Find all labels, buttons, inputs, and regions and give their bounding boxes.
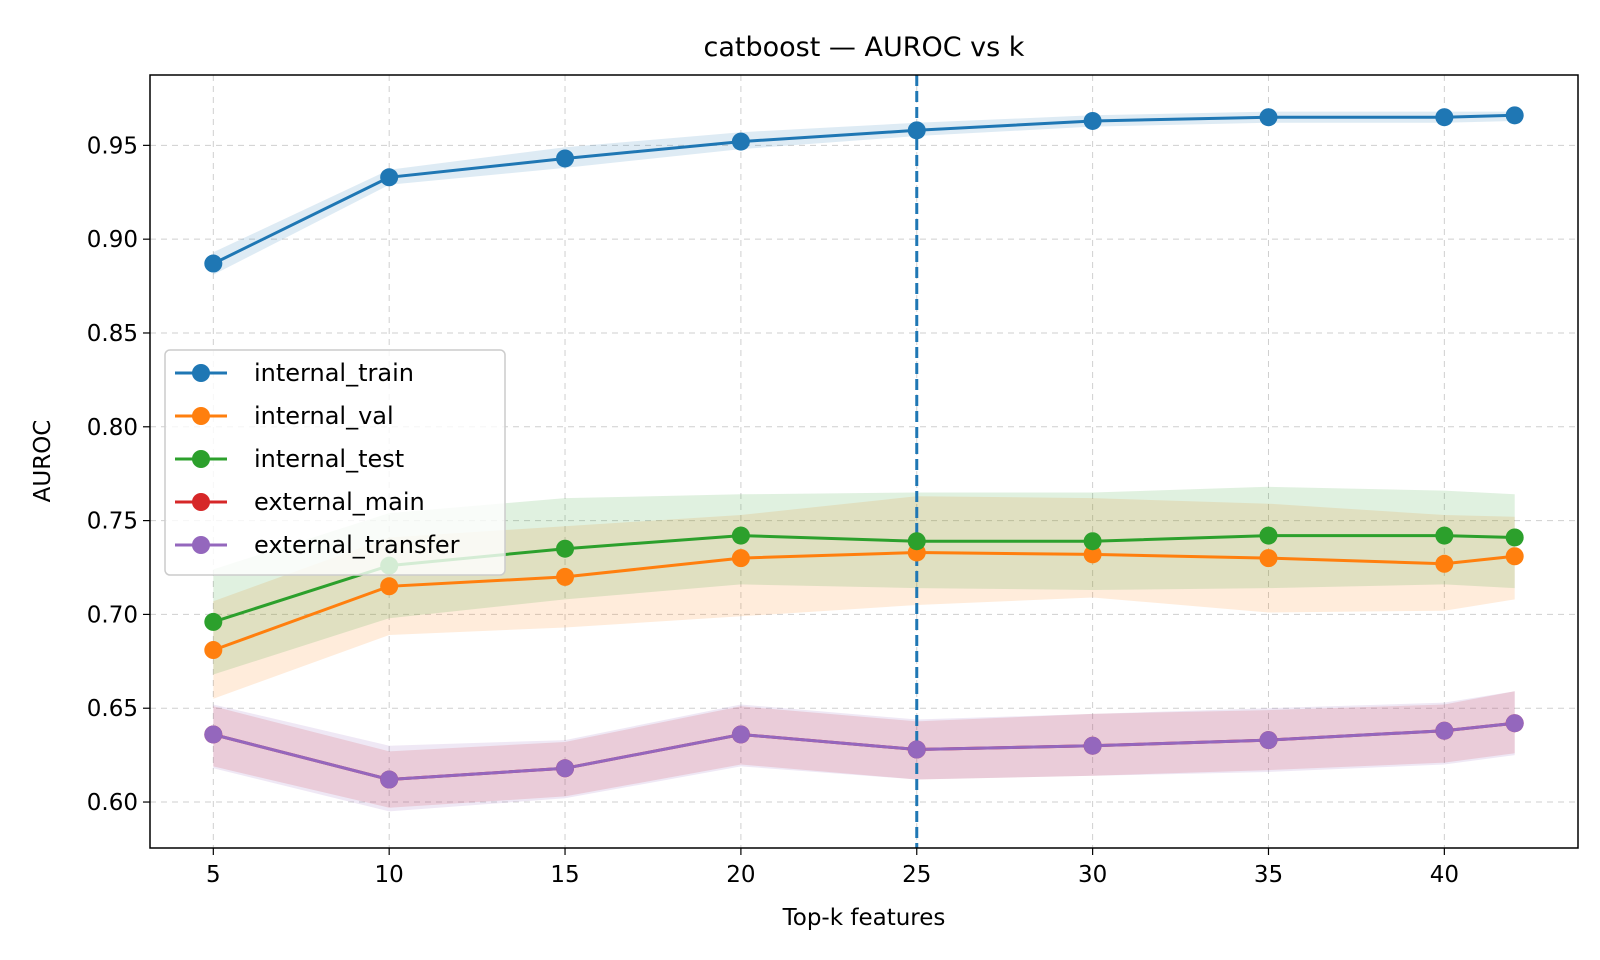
- x-axis-label: Top-k features: [782, 905, 946, 931]
- x-tick-label: 5: [206, 862, 221, 888]
- internal-val-band: [213, 496, 1515, 699]
- x-tick-label: 15: [550, 862, 579, 888]
- internal-test-point: [907, 532, 926, 551]
- internal-train-point: [731, 132, 750, 151]
- external-main-legend-label: external_main: [254, 488, 425, 516]
- external-transfer-legend-label: external_transfer: [254, 531, 460, 559]
- internal-train-legend-label: internal_train: [254, 359, 414, 387]
- plot-frame: [149, 74, 1579, 849]
- internal-val-point: [380, 577, 399, 596]
- external-transfer-legend-marker: [192, 536, 210, 554]
- external-transfer-point: [731, 725, 750, 744]
- internal-train-point: [1259, 108, 1278, 127]
- x-axis-ticks: 5 10 15 20 25 30 35 40: [206, 848, 1459, 888]
- internal-val-legend-marker: [192, 407, 210, 425]
- y-axis-label: AUROC: [30, 420, 56, 503]
- external-transfer-point: [556, 759, 575, 778]
- internal-train-point: [556, 149, 575, 168]
- y-tick-label: 0.95: [87, 133, 138, 159]
- internal-val-point: [1435, 554, 1454, 573]
- confidence-bands: [213, 111, 1515, 812]
- internal-test-point: [204, 612, 223, 631]
- internal-val-point: [1259, 549, 1278, 568]
- internal-test-band: [213, 486, 1515, 675]
- y-tick-label: 0.60: [87, 790, 138, 816]
- internal-train-point: [204, 254, 223, 273]
- external-transfer-point: [907, 740, 926, 759]
- internal-test-point: [1259, 526, 1278, 545]
- external-transfer-point: [204, 725, 223, 744]
- internal-test-point: [556, 539, 575, 558]
- chart-title: catboost — AUROC vs k: [704, 32, 1025, 63]
- internal-train-point: [380, 168, 399, 187]
- y-tick-label: 0.75: [87, 509, 138, 535]
- internal-val-point: [731, 549, 750, 568]
- internal-train-point: [1435, 108, 1454, 127]
- internal-test-legend-label: internal_test: [254, 445, 404, 473]
- external-transfer-point: [1083, 736, 1102, 755]
- internal-test-legend-marker: [192, 450, 210, 468]
- y-tick-label: 0.65: [87, 696, 138, 722]
- internal-val-point: [204, 641, 223, 660]
- external-transfer-point: [1259, 731, 1278, 750]
- internal-train-point: [907, 121, 926, 140]
- internal-train-point: [1083, 111, 1102, 130]
- x-tick-label: 20: [726, 862, 755, 888]
- legend-box: [164, 349, 506, 576]
- external-transfer-band: [213, 691, 1515, 812]
- y-tick-label: 0.70: [87, 602, 138, 628]
- external-main-band: [213, 691, 1515, 808]
- y-tick-label: 0.85: [87, 321, 138, 347]
- external-transfer-point: [1435, 721, 1454, 740]
- x-tick-label: 30: [1078, 862, 1107, 888]
- x-tick-label: 10: [375, 862, 404, 888]
- internal-train-band: [213, 111, 1515, 275]
- external-transfer-point: [1505, 714, 1524, 733]
- internal-val-point: [1505, 547, 1524, 566]
- external-main-legend-marker: [192, 493, 210, 511]
- internal-val-point: [1083, 545, 1102, 564]
- internal-val-point: [556, 567, 575, 586]
- external-transfer-point: [380, 770, 399, 789]
- series-markers: [204, 106, 1524, 789]
- internal-train-point: [1505, 106, 1524, 125]
- legend: internal_train internal_val internal_teste…: [164, 349, 506, 576]
- internal-test-point: [1083, 532, 1102, 551]
- x-tick-label: 40: [1430, 862, 1459, 888]
- x-tick-label: 35: [1254, 862, 1283, 888]
- internal-test-point: [731, 526, 750, 545]
- internal-val-legend-label: internal_val: [254, 402, 394, 430]
- y-axis-ticks: 0.60 0.65 0.70 0.75 0.80 0.85 0.90 0.95: [87, 133, 150, 816]
- internal-test-point: [1505, 528, 1524, 547]
- internal-train-legend-marker: [192, 364, 210, 382]
- y-tick-label: 0.90: [87, 227, 138, 253]
- internal-test-point: [1435, 526, 1454, 545]
- x-tick-label: 25: [902, 862, 931, 888]
- y-tick-label: 0.80: [87, 415, 138, 441]
